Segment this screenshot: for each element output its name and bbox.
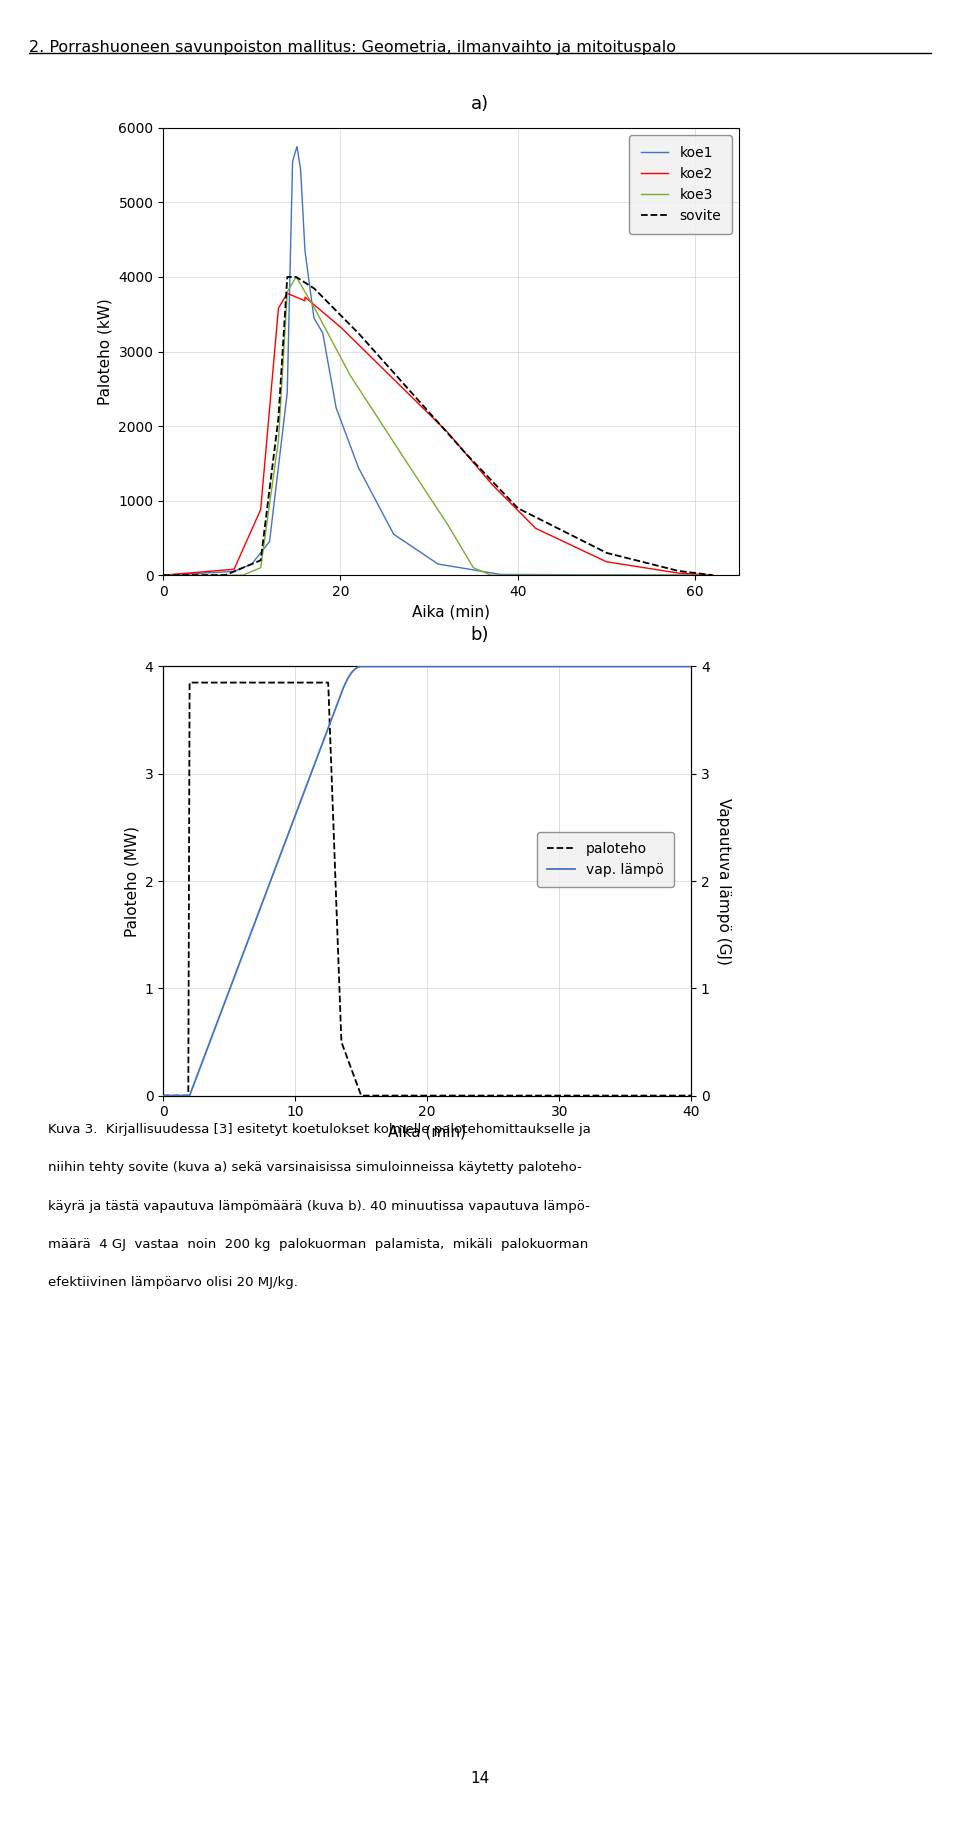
Text: b): b) (470, 626, 490, 645)
sovite (369, 340, 380, 362)
koe1 (392, 526, 403, 548)
koe1 (696, 564, 708, 586)
Line: koe2: koe2 (163, 294, 712, 575)
koe3 (392, 438, 403, 460)
vap. lämpö (355, 656, 367, 677)
Text: 2. Porrashuoneen savunpoiston mallitus: Geometria, ilmanvaihto ja mitoituspalo: 2. Porrashuoneen savunpoiston mallitus: … (29, 40, 676, 55)
Line: koe3: koe3 (163, 278, 712, 575)
Text: määrä  4 GJ  vastaa  noin  200 kg  palokuorman  palamista,  mikäli  palokuorman: määrä 4 GJ vastaa noin 200 kg palokuorma… (48, 1238, 588, 1251)
sovite (707, 564, 718, 586)
Legend: paloteho, vap. lämpö: paloteho, vap. lämpö (538, 833, 674, 887)
Text: niihin tehty sovite (kuva a) sekä varsinaisissa simuloinneissa käytetty paloteho: niihin tehty sovite (kuva a) sekä varsin… (48, 1161, 582, 1174)
sovite (696, 562, 708, 584)
paloteho (224, 672, 235, 694)
Line: sovite: sovite (163, 278, 712, 575)
koe1 (707, 564, 718, 586)
koe2 (220, 559, 231, 581)
koe1 (220, 561, 231, 582)
Line: vap. lämpö: vap. lämpö (163, 666, 691, 1096)
vap. lämpö (391, 656, 402, 677)
koe3 (637, 564, 649, 586)
vap. lämpö (685, 656, 697, 677)
paloteho (323, 672, 334, 694)
Text: Kuva 3.  Kirjallisuudessa [3] esitetyt koetulokset kolmelle palotehomittaukselle: Kuva 3. Kirjallisuudessa [3] esitetyt ko… (48, 1123, 590, 1136)
sovite (637, 551, 649, 573)
koe1 (291, 135, 302, 157)
X-axis label: Aika (min): Aika (min) (412, 604, 491, 619)
sovite (281, 267, 293, 289)
Y-axis label: Vapautuva lämpö (GJ): Vapautuva lämpö (GJ) (715, 798, 731, 964)
koe2 (707, 564, 718, 586)
vap. lämpö (372, 656, 383, 677)
sovite (392, 367, 403, 389)
paloteho (685, 1085, 697, 1107)
paloteho (336, 1032, 348, 1054)
Text: 14: 14 (470, 1771, 490, 1786)
sovite (252, 550, 264, 572)
koe3 (696, 564, 708, 586)
Y-axis label: Paloteho (MW): Paloteho (MW) (124, 825, 139, 937)
X-axis label: Aika (min): Aika (min) (388, 1125, 467, 1139)
sovite (157, 564, 169, 586)
paloteho (157, 1085, 169, 1107)
koe2 (157, 564, 169, 586)
koe2 (392, 373, 403, 394)
koe2 (252, 504, 264, 526)
vap. lämpö (520, 656, 532, 677)
koe1 (252, 544, 264, 566)
vap. lämpö (157, 1085, 169, 1107)
koe2 (696, 564, 708, 586)
paloteho (182, 1085, 194, 1107)
koe3 (252, 557, 264, 579)
koe2 (281, 283, 293, 305)
koe2 (637, 557, 649, 579)
koe3 (291, 267, 302, 289)
koe1 (369, 486, 380, 508)
Text: a): a) (471, 95, 489, 113)
Line: koe1: koe1 (163, 146, 712, 575)
paloteho (184, 672, 196, 694)
Text: efektiivinen lämpöarvo olisi 20 MJ/kg.: efektiivinen lämpöarvo olisi 20 MJ/kg. (48, 1276, 298, 1289)
koe3 (369, 402, 380, 424)
Legend: koe1, koe2, koe3, sovite: koe1, koe2, koe3, sovite (630, 135, 732, 234)
vap. lämpö (569, 656, 581, 677)
koe3 (157, 564, 169, 586)
sovite (220, 564, 231, 586)
paloteho (185, 672, 197, 694)
vap. lämpö (211, 1012, 223, 1034)
Text: käyrä ja tästä vapautuva lämpömäärä (kuva b). 40 minuutissa vapautuva lämpö-: käyrä ja tästä vapautuva lämpömäärä (kuv… (48, 1200, 589, 1212)
koe1 (157, 564, 169, 586)
Y-axis label: Paloteho (kW): Paloteho (kW) (98, 298, 112, 405)
Line: paloteho: paloteho (163, 683, 691, 1096)
koe3 (707, 564, 718, 586)
koe3 (220, 564, 231, 586)
vap. lämpö (579, 656, 590, 677)
paloteho (355, 1085, 367, 1107)
koe2 (369, 349, 380, 371)
koe1 (637, 564, 649, 586)
